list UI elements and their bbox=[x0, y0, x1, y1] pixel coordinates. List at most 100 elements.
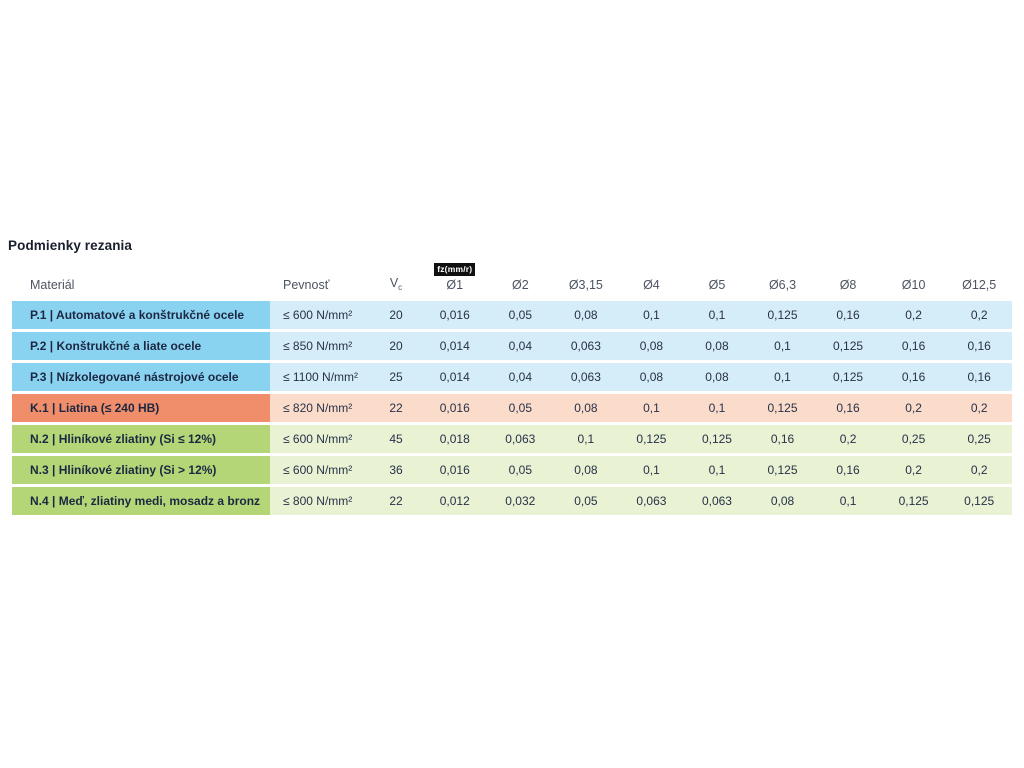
column-header-diameter: Ø10 bbox=[881, 261, 947, 298]
header-row: Materiál Pevnosť Vc fz(mm/r) Ø1 Ø2 Ø3,15 Ø4 Ø… bbox=[12, 261, 1012, 298]
feed-value-cell: 0,2 bbox=[880, 394, 947, 422]
feed-value-cell: 0,125 bbox=[749, 301, 816, 329]
cutting-conditions-table: Materiál Pevnosť Vc fz(mm/r) Ø1 Ø2 Ø3,15 Ø4 Ø… bbox=[12, 258, 1012, 518]
feed-value-cell: 0,25 bbox=[946, 425, 1012, 453]
feed-value-cell: 0,16 bbox=[880, 363, 947, 391]
feed-value-cell: 0,063 bbox=[684, 487, 750, 515]
feed-value-cell: 0,014 bbox=[422, 363, 488, 391]
table-row: P.3 | Nízkolegované nástrojové ocele ≤ 11… bbox=[12, 363, 1012, 391]
cutting-speed-cell: 22 bbox=[370, 487, 422, 515]
feed-value-cell: 0,1 bbox=[684, 456, 750, 484]
column-header-diameter: Ø12,5 bbox=[946, 261, 1012, 298]
feed-value-cell: 0,08 bbox=[684, 363, 750, 391]
feed-value-cell: 0,1 bbox=[749, 363, 816, 391]
feed-value-cell: 0,1 bbox=[684, 301, 750, 329]
material-cell: K.1 | Liatina (≤ 240 HB) bbox=[12, 394, 270, 422]
column-header-diameter: Ø5 bbox=[684, 261, 750, 298]
diameter-label: Ø6,3 bbox=[768, 278, 797, 292]
table-row: P.2 | Konštrukčné a liate ocele ≤ 850 N/m… bbox=[12, 332, 1012, 360]
feed-unit-badge: fz(mm/r) bbox=[434, 263, 476, 276]
feed-value-cell: 0,125 bbox=[618, 425, 685, 453]
column-header-material: Materiál bbox=[30, 278, 75, 292]
material-cell: N.2 | Hliníkové zliatiny (Si ≤ 12%) bbox=[12, 425, 270, 453]
diameter-label: Ø2 bbox=[511, 278, 529, 292]
feed-value-cell: 0,08 bbox=[618, 332, 685, 360]
strength-cell: ≤ 800 N/mm² bbox=[270, 487, 370, 515]
feed-value-cell: 0,125 bbox=[684, 425, 750, 453]
table-row: N.4 | Meď, zliatiny medi, mosadz a bronz… bbox=[12, 487, 1012, 515]
strength-cell: ≤ 820 N/mm² bbox=[270, 394, 370, 422]
feed-value-cell: 0,08 bbox=[553, 456, 619, 484]
diameter-label: Ø10 bbox=[901, 278, 926, 292]
feed-value-cell: 0,16 bbox=[815, 456, 881, 484]
feed-value-cell: 0,018 bbox=[422, 425, 488, 453]
cutting-speed-cell: 45 bbox=[370, 425, 422, 453]
diameter-label: Ø8 bbox=[839, 278, 857, 292]
diameter-label: Ø1 bbox=[446, 278, 464, 292]
feed-value-cell: 0,08 bbox=[749, 487, 816, 515]
table-row: K.1 | Liatina (≤ 240 HB) ≤ 820 N/mm² 22 0,0… bbox=[12, 394, 1012, 422]
feed-value-cell: 0,05 bbox=[553, 487, 619, 515]
feed-value-cell: 0,2 bbox=[946, 394, 1012, 422]
material-cell: N.3 | Hliníkové zliatiny (Si > 12%) bbox=[12, 456, 270, 484]
feed-value-cell: 0,125 bbox=[880, 487, 947, 515]
feed-value-cell: 0,05 bbox=[487, 394, 554, 422]
cutting-speed-cell: 20 bbox=[370, 332, 422, 360]
cutting-table-body: P.1 | Automatové a konštrukčné ocele ≤ 60… bbox=[12, 301, 1012, 515]
diameter-label: Ø12,5 bbox=[962, 278, 997, 292]
feed-value-cell: 0,016 bbox=[422, 456, 488, 484]
feed-value-cell: 0,08 bbox=[553, 301, 619, 329]
feed-value-cell: 0,1 bbox=[618, 394, 685, 422]
feed-value-cell: 0,1 bbox=[618, 301, 685, 329]
diameter-label: Ø5 bbox=[708, 278, 726, 292]
column-header-diameter: Ø8 bbox=[815, 261, 881, 298]
feed-value-cell: 0,1 bbox=[749, 332, 816, 360]
feed-value-cell: 0,063 bbox=[487, 425, 554, 453]
feed-value-cell: 0,08 bbox=[553, 394, 619, 422]
material-cell: P.3 | Nízkolegované nástrojové ocele bbox=[12, 363, 270, 391]
feed-value-cell: 0,05 bbox=[487, 456, 554, 484]
vc-subscript: c bbox=[398, 283, 403, 292]
table-row: N.2 | Hliníkové zliatiny (Si ≤ 12%) ≤ 600… bbox=[12, 425, 1012, 453]
feed-value-cell: 0,16 bbox=[946, 332, 1012, 360]
feed-value-cell: 0,032 bbox=[487, 487, 554, 515]
feed-value-cell: 0,063 bbox=[553, 332, 619, 360]
table-row: P.1 | Automatové a konštrukčné ocele ≤ 60… bbox=[12, 301, 1012, 329]
cutting-speed-cell: 36 bbox=[370, 456, 422, 484]
feed-value-cell: 0,125 bbox=[946, 487, 1012, 515]
diameter-label: Ø4 bbox=[643, 278, 660, 292]
feed-value-cell: 0,016 bbox=[422, 301, 488, 329]
feed-value-cell: 0,05 bbox=[487, 301, 554, 329]
feed-value-cell: 0,08 bbox=[618, 363, 685, 391]
strength-cell: ≤ 1100 N/mm² bbox=[270, 363, 370, 391]
feed-value-cell: 0,1 bbox=[553, 425, 619, 453]
feed-value-cell: 0,012 bbox=[422, 487, 488, 515]
cutting-speed-cell: 22 bbox=[370, 394, 422, 422]
strength-cell: ≤ 600 N/mm² bbox=[270, 456, 370, 484]
feed-value-cell: 0,125 bbox=[749, 394, 816, 422]
column-header-diameter: Ø6,3 bbox=[750, 261, 816, 298]
feed-value-cell: 0,063 bbox=[553, 363, 619, 391]
feed-value-cell: 0,1 bbox=[618, 456, 685, 484]
feed-value-cell: 0,2 bbox=[880, 456, 947, 484]
feed-value-cell: 0,16 bbox=[946, 363, 1012, 391]
feed-value-cell: 0,16 bbox=[815, 394, 881, 422]
feed-value-cell: 0,08 bbox=[684, 332, 750, 360]
column-header-cutting-speed: Vc bbox=[370, 261, 422, 298]
feed-value-cell: 0,125 bbox=[749, 456, 816, 484]
feed-value-cell: 0,016 bbox=[422, 394, 488, 422]
material-cell: N.4 | Meď, zliatiny medi, mosadz a bronz bbox=[12, 487, 270, 515]
feed-value-cell: 0,2 bbox=[880, 301, 947, 329]
column-header-diameter: Ø2 bbox=[488, 261, 554, 298]
feed-value-cell: 0,2 bbox=[946, 456, 1012, 484]
strength-cell: ≤ 600 N/mm² bbox=[270, 301, 370, 329]
feed-value-cell: 0,2 bbox=[815, 425, 881, 453]
column-header-diameter: Ø4 bbox=[619, 261, 685, 298]
strength-cell: ≤ 850 N/mm² bbox=[270, 332, 370, 360]
cutting-conditions-section: Podmienky rezania Materiál Pevnosť Vc fz… bbox=[8, 238, 1016, 518]
diameter-label: Ø3,15 bbox=[568, 278, 603, 292]
cutting-speed-cell: 25 bbox=[370, 363, 422, 391]
vc-label: V bbox=[389, 276, 399, 290]
feed-value-cell: 0,25 bbox=[880, 425, 947, 453]
